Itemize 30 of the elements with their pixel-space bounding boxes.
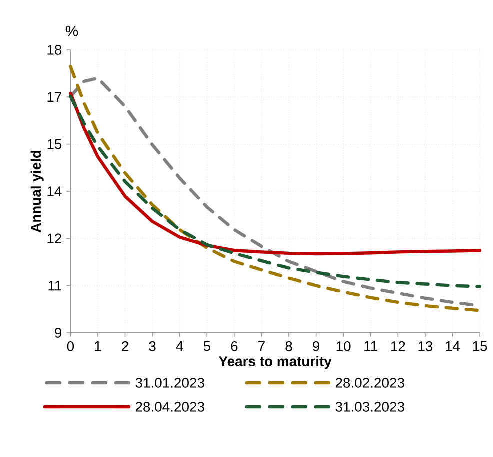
- x-tick-label: 2: [122, 341, 128, 352]
- y-tick-label: 11: [48, 281, 62, 291]
- y-tick-label: 9: [55, 328, 62, 338]
- y-tick-label: 15: [48, 139, 62, 150]
- y-tick-label: 14: [48, 186, 62, 196]
- x-tick-label: 1: [95, 342, 102, 352]
- legend-label: 31.03.2023: [336, 402, 404, 412]
- legend-label: 28.02.2023: [336, 378, 404, 388]
- y-tick-label: 18: [48, 45, 62, 55]
- x-tick-label: 5: [204, 342, 210, 352]
- x-tick-label: 12: [391, 341, 406, 352]
- x-tick-label: 7: [258, 342, 265, 352]
- x-tick-label: 13: [418, 341, 433, 352]
- x-tick-label: 0: [67, 341, 74, 352]
- legend-label: 31.01.2023: [136, 378, 204, 388]
- x-tick-label: 15: [473, 342, 488, 352]
- y-tick-label: 12: [48, 234, 62, 244]
- x-axis-title: Years to maturity: [219, 356, 332, 370]
- legend-label: 28.04.2023: [136, 402, 204, 412]
- x-tick-label: 9: [313, 341, 320, 352]
- y-tick-label: 17: [48, 92, 62, 102]
- y-axis-title: Annual yield: [30, 150, 44, 233]
- x-tick-label: 8: [286, 341, 292, 352]
- text: %: [66, 26, 78, 36]
- x-tick-label: 3: [149, 341, 156, 352]
- x-tick-label: 14: [446, 342, 460, 352]
- x-tick-label: 11: [364, 342, 378, 352]
- x-tick-label: 10: [336, 341, 351, 352]
- x-tick-label: 6: [231, 341, 238, 352]
- x-tick-label: 4: [176, 342, 184, 352]
